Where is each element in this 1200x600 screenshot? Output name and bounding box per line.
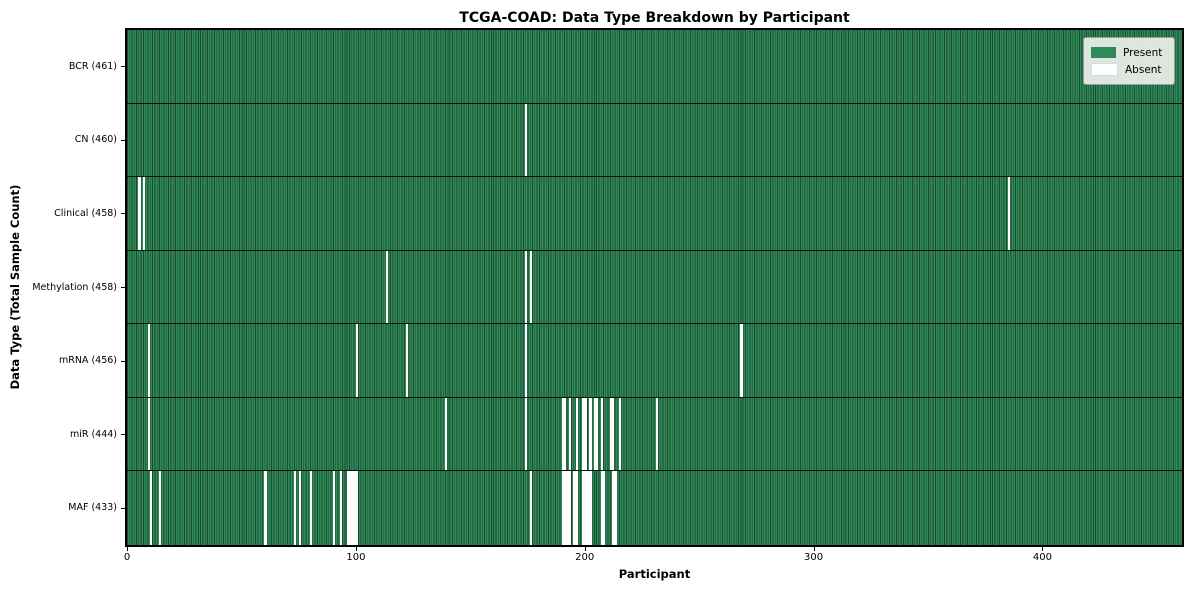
absent-stripe (138, 177, 141, 250)
absent-stripe (159, 471, 162, 545)
y-tick-label-Methylation: Methylation (458) (32, 281, 117, 293)
absent-stripe (582, 397, 587, 471)
heatmap-row-Clinical (127, 177, 1182, 251)
y-tick-label-miR: miR (444) (69, 428, 117, 440)
x-tick-label: 200 (575, 552, 595, 563)
absent-stripe (561, 397, 567, 471)
absent-stripe (529, 250, 533, 324)
absent-stripe (346, 471, 359, 545)
legend-present-swatch (1091, 47, 1116, 58)
x-tick (1042, 546, 1044, 551)
y-tick (121, 360, 126, 362)
absent-stripe (339, 471, 343, 545)
y-tick-label-CN: CN (460) (74, 134, 117, 146)
legend: Present Absent (1083, 37, 1175, 85)
absent-stripe (294, 471, 297, 545)
absent-stripe (525, 397, 528, 471)
absent-stripe (600, 471, 606, 545)
absent-stripe (575, 397, 578, 471)
y-tick (121, 287, 126, 288)
x-tick (584, 546, 586, 551)
y-tick-label-mRNA: mRNA (456) (58, 355, 117, 367)
absent-stripe (561, 471, 571, 545)
legend-absent-swatch (1091, 63, 1118, 76)
absent-stripe (406, 324, 409, 397)
x-tick-label: 100 (346, 552, 366, 563)
y-tick (121, 434, 126, 436)
absent-stripe (573, 471, 578, 545)
absent-stripe (568, 397, 571, 471)
absent-stripe (310, 471, 313, 545)
absent-stripe (525, 103, 528, 177)
x-tick (813, 546, 815, 551)
absent-stripe (529, 471, 533, 545)
y-tick (121, 66, 126, 68)
absent-stripe (525, 250, 528, 324)
absent-stripe (355, 324, 359, 397)
absent-stripe (619, 397, 622, 471)
absent-stripe (525, 324, 528, 397)
x-tick (127, 546, 128, 551)
absent-stripe (609, 397, 615, 471)
y-tick (121, 507, 126, 509)
absent-stripe (147, 324, 150, 397)
absent-stripe (589, 397, 592, 471)
absent-stripe (445, 397, 448, 471)
y-tick-label-MAF: MAF (433) (68, 502, 117, 514)
heatmap-row-MAF (127, 471, 1182, 545)
x-tick-label: 0 (123, 552, 131, 563)
legend-entry-present: Present (1091, 44, 1166, 61)
heatmap-row-mRNA (127, 324, 1182, 398)
heatmap-row-BCR (127, 30, 1182, 104)
x-tick-label: 400 (1032, 552, 1052, 563)
absent-stripe (612, 471, 617, 545)
absent-stripe (600, 397, 603, 471)
x-tick-label: 300 (804, 552, 824, 563)
legend-present-label: Present (1123, 46, 1163, 59)
absent-stripe (298, 471, 301, 545)
y-tick (121, 213, 126, 215)
heatmap-row-miR (127, 397, 1182, 472)
absent-stripe (332, 471, 336, 545)
absent-stripe (143, 177, 146, 250)
legend-entry-absent: Absent (1091, 61, 1166, 78)
x-axis-label: Participant (618, 567, 691, 581)
chart-title: TCGA-COAD: Data Type Breakdown by Partic… (459, 10, 850, 26)
absent-stripe (149, 471, 153, 545)
y-tick (121, 139, 126, 141)
absent-stripe (582, 471, 592, 545)
y-tick-label-BCR: BCR (461) (68, 60, 117, 72)
absent-stripe (264, 471, 267, 545)
absent-stripe (740, 324, 743, 397)
y-tick-label-Clinical: Clinical (458) (54, 207, 117, 219)
legend-absent-label: Absent (1125, 63, 1162, 76)
absent-stripe (1008, 177, 1011, 250)
absent-stripe (147, 397, 150, 471)
plot-area (127, 30, 1182, 545)
heatmap-row-CN (127, 103, 1182, 178)
x-tick (355, 546, 357, 551)
absent-stripe (593, 397, 599, 471)
absent-stripe (655, 397, 658, 471)
heatmap-row-Methylation (127, 250, 1182, 325)
absent-stripe (385, 250, 388, 324)
